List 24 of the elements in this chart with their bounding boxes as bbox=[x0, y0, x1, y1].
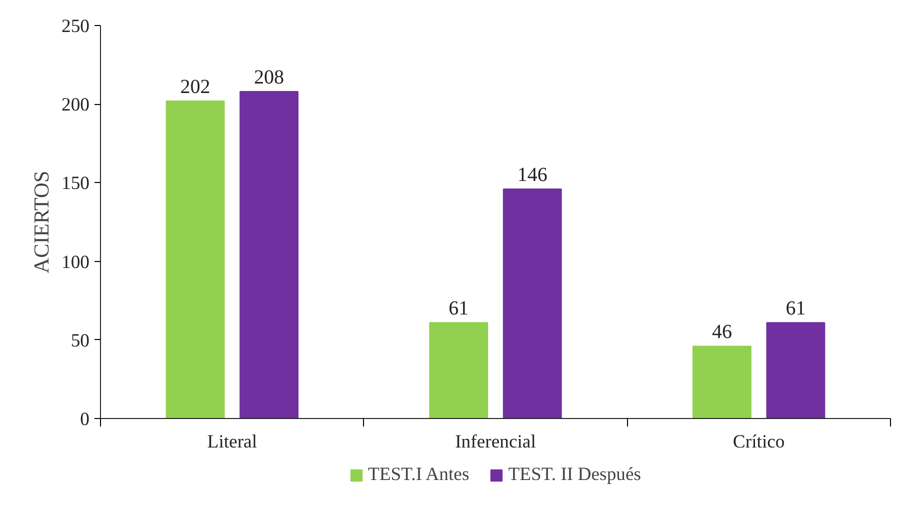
y-tick-label: 250 bbox=[62, 16, 90, 37]
data-label: 61 bbox=[786, 298, 806, 320]
legend-label: TEST.I Antes bbox=[368, 464, 470, 486]
x-tick-label: Crítico bbox=[732, 432, 785, 452]
bar bbox=[502, 188, 562, 418]
data-label: 202 bbox=[180, 76, 210, 98]
y-tick-label: 50 bbox=[70, 330, 90, 352]
bar bbox=[429, 322, 488, 418]
bar bbox=[692, 346, 752, 418]
bar bbox=[766, 322, 826, 418]
data-label: 46 bbox=[712, 321, 732, 344]
y-tick-label: 100 bbox=[62, 252, 90, 273]
data-label: 61 bbox=[448, 298, 469, 320]
bar bbox=[240, 91, 298, 418]
y-axis-title: ACIERTOS bbox=[30, 170, 54, 274]
y-tick-label: 0 bbox=[80, 409, 90, 430]
data-label: 208 bbox=[254, 66, 284, 89]
y-tick-label: 200 bbox=[62, 94, 90, 116]
data-label: 146 bbox=[517, 164, 548, 186]
x-tick-label: Inferencial bbox=[455, 432, 536, 452]
y-tick-label: 150 bbox=[62, 173, 90, 194]
x-tick-label: Literal bbox=[207, 432, 258, 452]
bar bbox=[166, 100, 225, 418]
legend-label: TEST. II Después bbox=[508, 464, 642, 486]
